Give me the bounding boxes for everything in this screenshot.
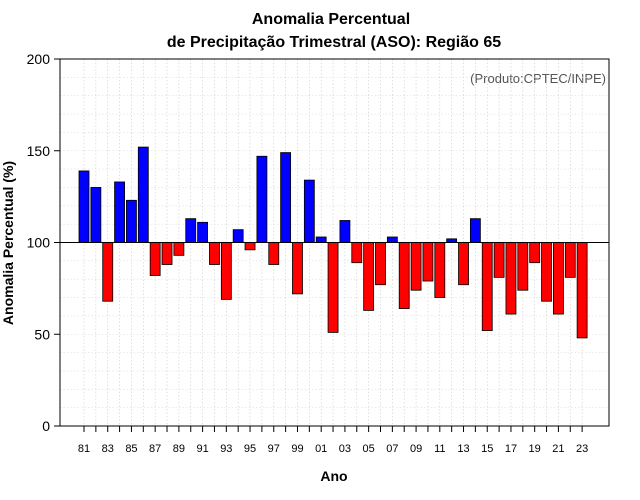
x-tick-label: 01	[315, 443, 327, 455]
x-axis-label: Ano	[320, 468, 347, 484]
bar-88	[161, 242, 173, 265]
chart-title: Anomalia Percentual	[252, 11, 410, 28]
bar-19	[529, 242, 541, 264]
y-tick-label: 0	[42, 418, 50, 434]
bar-05	[363, 242, 375, 311]
bar-14	[469, 218, 481, 243]
bar-93	[220, 242, 232, 300]
x-tick-label: 21	[552, 443, 564, 455]
y-tick-label: 200	[27, 51, 51, 67]
x-tick-label: 05	[363, 443, 375, 455]
x-tick-label: 81	[78, 443, 90, 455]
bar-00	[303, 179, 315, 243]
y-tick-label: 150	[27, 143, 51, 159]
bar-09	[410, 242, 422, 291]
bar-06	[375, 242, 386, 286]
bar-86	[137, 146, 149, 243]
bar-84	[114, 181, 125, 243]
x-tick-label: 99	[291, 443, 303, 455]
x-tick-label: 89	[173, 443, 185, 455]
bar-21	[553, 242, 564, 315]
bar-89	[173, 242, 185, 256]
bar-22	[564, 242, 576, 278]
bar-18	[517, 242, 529, 291]
bar-17	[505, 242, 517, 315]
x-tick-label: 03	[339, 443, 351, 455]
y-tick-label: 50	[34, 326, 50, 342]
bar-13	[458, 242, 469, 286]
bar-91	[197, 221, 209, 243]
bar-90	[185, 218, 197, 243]
bar-94	[232, 229, 244, 243]
x-tick-label: 95	[244, 443, 256, 455]
axes: 0 50 100 150 200 81 83 85 87 89 91 93 95 97 99 01 03 05 07…	[27, 51, 610, 455]
bar-96	[256, 155, 268, 243]
x-tick-label: 11	[434, 443, 445, 455]
x-tick-label: 13	[457, 443, 469, 455]
bar-82	[90, 187, 102, 243]
y-tick-label: 100	[27, 235, 51, 251]
x-tick-label: 87	[149, 443, 161, 455]
bar-85	[126, 199, 137, 243]
bar-99	[292, 242, 303, 295]
bar-10	[422, 242, 434, 282]
x-tick-label: 91	[196, 443, 208, 455]
x-tick-label: 23	[576, 443, 588, 455]
x-tick-label: 17	[505, 443, 517, 455]
bar-20	[541, 242, 552, 302]
bar-12	[446, 238, 458, 243]
y-axis-label: Anomalia Percentual (%)	[0, 161, 16, 325]
chart-subtitle: de Precipitação Trimestral (ASO): Região…	[167, 34, 501, 51]
bar-83	[102, 242, 114, 302]
bar-95	[244, 242, 256, 251]
bar-08	[398, 242, 410, 309]
x-tick-label: 97	[268, 443, 280, 455]
bar-92	[209, 242, 220, 265]
bar-16	[493, 242, 505, 278]
x-tick-label: 07	[386, 443, 398, 455]
x-tick-label: 93	[220, 443, 232, 455]
bar-97	[268, 242, 280, 265]
bar-23	[576, 242, 588, 339]
bar-01	[315, 236, 327, 243]
bar-15	[481, 242, 493, 331]
bar-98	[280, 152, 292, 243]
credit-label: (Produto:CPTEC/INPE)	[470, 71, 606, 86]
bar-87	[149, 242, 161, 276]
bar-81	[78, 170, 90, 243]
x-tick-label: 85	[125, 443, 137, 455]
x-tick-label: 15	[481, 443, 493, 455]
x-tick-label: 83	[102, 443, 114, 455]
bar-07	[386, 236, 398, 243]
bar-04	[351, 242, 363, 264]
x-tick-label: 09	[410, 443, 422, 455]
bar-11	[434, 242, 446, 298]
bar-03	[339, 220, 351, 243]
bar-02	[327, 242, 339, 333]
x-tick-label: 19	[529, 443, 541, 455]
